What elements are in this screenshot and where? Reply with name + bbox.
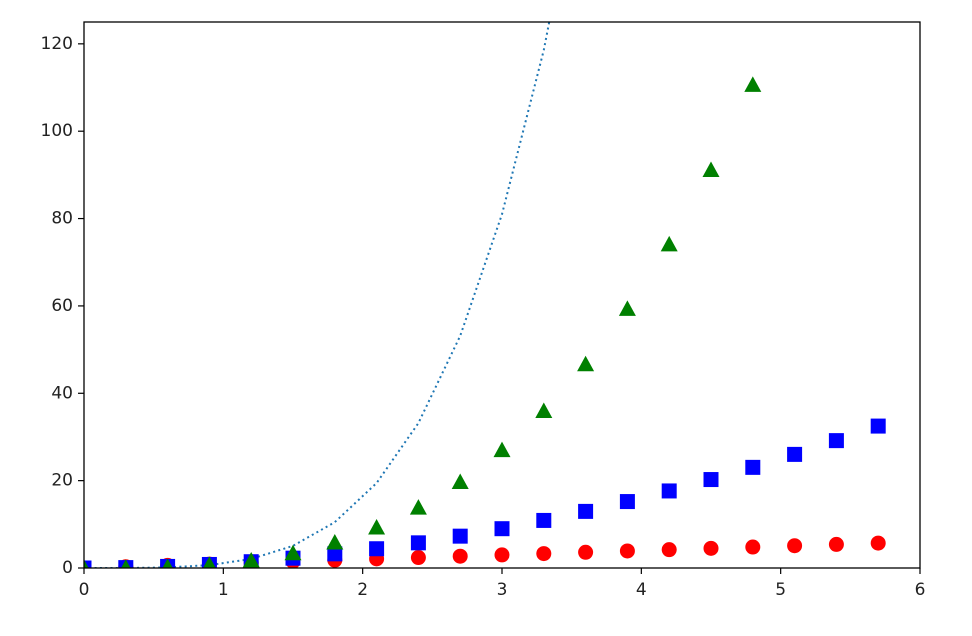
triangle-marker <box>162 558 173 568</box>
circle-marker <box>870 535 886 551</box>
square-marker <box>536 512 552 528</box>
circle-marker <box>452 548 468 564</box>
plot-area <box>84 22 886 568</box>
x-tick-label: 4 <box>636 580 647 600</box>
square-marker <box>870 418 886 434</box>
triangle-marker <box>451 473 469 490</box>
x-tick-label: 2 <box>357 580 368 600</box>
triangle-marker <box>702 161 720 177</box>
y-tick-label: 100 <box>41 121 73 141</box>
square-marker <box>703 472 719 488</box>
triangle-marker <box>618 300 636 316</box>
circle-marker <box>536 546 552 562</box>
square-marker <box>661 483 677 499</box>
triangle-marker <box>121 559 131 568</box>
square-marker <box>494 521 510 537</box>
x-tick-label: 6 <box>915 580 926 600</box>
y-tick-label: 20 <box>51 471 73 491</box>
square-marker <box>327 546 343 562</box>
triangle-marker <box>577 355 595 372</box>
square-marker <box>619 494 635 510</box>
circle-marker <box>619 543 635 559</box>
y-tick-label: 120 <box>41 34 73 54</box>
triangle-marker <box>409 499 427 515</box>
circle-marker <box>410 550 426 566</box>
triangle-marker <box>493 441 511 458</box>
circle-marker <box>787 538 803 554</box>
square-marker <box>787 446 803 462</box>
circle-marker <box>828 536 844 552</box>
triangle-marker <box>202 556 216 568</box>
circle-marker <box>578 544 594 560</box>
triangle-marker <box>326 534 344 550</box>
y-tick-label: 40 <box>51 383 73 403</box>
square-marker <box>369 541 385 557</box>
y-tick-label: 0 <box>62 558 73 578</box>
circle-marker <box>745 539 761 555</box>
y-tick-label: 80 <box>51 209 73 229</box>
circle-marker <box>703 540 719 556</box>
square-marker <box>84 560 92 568</box>
triangle-marker <box>535 402 553 419</box>
x-tick-label: 3 <box>497 580 508 600</box>
square-marker <box>828 433 844 449</box>
square-marker <box>745 459 761 475</box>
triangle-marker <box>84 559 89 568</box>
triangle-marker <box>660 235 678 252</box>
triangle-marker <box>284 544 302 561</box>
x-tick-label: 5 <box>775 580 786 600</box>
y-tick-label: 60 <box>51 296 73 316</box>
x-tick-label: 0 <box>79 580 90 600</box>
x-tick-label: 1 <box>218 580 229 600</box>
triangle-marker <box>242 551 260 568</box>
triangle-marker <box>744 76 762 92</box>
square-marker <box>578 503 594 519</box>
square-marker <box>410 535 426 551</box>
circle-marker <box>661 542 677 558</box>
square-marker <box>452 528 468 544</box>
circle-marker <box>494 547 510 563</box>
triangle-marker <box>368 519 386 535</box>
